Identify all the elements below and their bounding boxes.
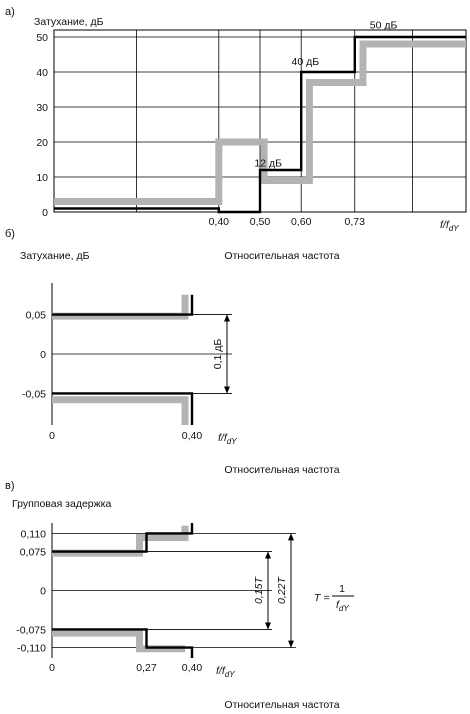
chart-c-x-tick-label: 0,27	[136, 662, 157, 674]
chart-a-x-tick-label: 0,40	[209, 216, 230, 228]
chart-b-y-tick-label: 0	[40, 349, 46, 361]
chart-c-y-tick-label: -0,110	[17, 643, 46, 655]
chart-c-limit-series-3	[52, 628, 194, 658]
chart-a-y-tick-label: 50	[36, 32, 48, 44]
chart-c-x-tick-label: 0,40	[182, 662, 203, 674]
chart-a-x-axis-label: Относительная частота	[224, 250, 339, 262]
chart-c-formula-denominator: fdY	[336, 599, 349, 613]
chart-c-dimension-arrow-0-head-top	[265, 551, 271, 559]
chart-a-x-unit: f/fdY	[440, 219, 459, 233]
chart-b-x-unit: f/fdY	[218, 432, 237, 446]
chart-b-x-axis-label: Относительная частота	[224, 464, 339, 476]
chart-b-y-tick-label: 0,05	[26, 310, 47, 322]
chart-c-mask-series-1	[52, 629, 185, 653]
chart-a-limit-series-1	[54, 35, 466, 214]
chart-a-annotation: 12 дБ	[254, 158, 282, 170]
chart-c-limit-series-2	[52, 523, 194, 553]
chart-a-y-axis-label: Затухание, дБ	[34, 16, 104, 28]
chart-c-dimension-arrow-1-head-top	[288, 533, 294, 541]
chart-b-mask-series-1	[52, 396, 189, 425]
chart-a: а) Затухание, дБ 0 10 20 30 40 50 0,40 0,50 0,60 0,…	[5, 6, 467, 262]
chart-b-dimension-arrow-head-top	[224, 314, 230, 322]
chart-b-panel-label: б)	[5, 228, 15, 240]
chart-a-x-tick-label: 0,50	[250, 216, 271, 228]
chart-a-annotation: 50 дБ	[370, 19, 398, 31]
chart-b-x-tick-label: 0,40	[182, 430, 203, 442]
chart-b-dimension-label: 0,1 дБ	[212, 339, 224, 370]
chart-c-y-tick-label: 0,110	[21, 528, 47, 540]
chart-a-y-tick-label: 20	[36, 137, 48, 149]
chart-c-formula-numerator: 1	[339, 583, 345, 595]
chart-b: б) Затухание, дБ 0,05 0 -0,05 0 0,40 0,1 дБ Отно…	[5, 228, 340, 476]
chart-a-y-tick-label: 10	[36, 172, 48, 184]
chart-b-mask-series-0	[52, 294, 189, 320]
chart-b-limit-series-3	[52, 392, 194, 425]
chart-c-x-axis-label: Относительная частота	[224, 699, 339, 711]
chart-c-y-tick-label: -0,075	[16, 624, 46, 636]
chart-b-y-tick-label: -0,05	[22, 388, 46, 400]
chart-c-dimension-arrow-0-head-bottom	[265, 622, 271, 630]
chart-a-y-tick-label: 40	[36, 67, 48, 79]
chart-c-x-tick-label: 0	[49, 662, 55, 674]
chart-c-y-axis-label: Групповая задержка	[12, 498, 111, 510]
chart-a-x-tick-label: 0,73	[345, 216, 366, 228]
chart-c-dimension-arrow-1-head-bottom	[288, 640, 294, 648]
chart-a-y-tick-label: 30	[36, 102, 48, 114]
chart-c-formula-lhs: T =	[314, 592, 329, 604]
chart-c-x-unit: f/fdY	[216, 665, 235, 679]
chart-b-dimension-arrow-head-bottom	[224, 386, 230, 394]
chart-b-x-tick-label: 0	[49, 430, 55, 442]
chart-a-mask-series-0	[54, 40, 466, 205]
chart-a-panel-label: а)	[5, 6, 15, 18]
chart-c-panel-label: в)	[5, 480, 15, 492]
chart-c-dimension-label: 0,22T	[276, 575, 288, 603]
chart-c-mask-series-0	[52, 525, 189, 557]
chart-a-x-tick-label: 0,60	[291, 216, 312, 228]
chart-c-y-tick-label: 0	[40, 586, 46, 598]
chart-b-limit-series-2	[52, 294, 194, 316]
chart-c: в) Групповая задержка 0,110 0,075 0 -0,075 -0,…	[5, 480, 354, 711]
chart-c-dimension-label: 0,15T	[253, 575, 265, 603]
chart-c-y-tick-label: 0,075	[20, 547, 46, 559]
chart-a-y-tick-label: 0	[42, 207, 48, 219]
chart-a-annotation: 40 дБ	[292, 56, 320, 68]
chart-b-y-axis-label: Затухание, дБ	[20, 250, 90, 262]
